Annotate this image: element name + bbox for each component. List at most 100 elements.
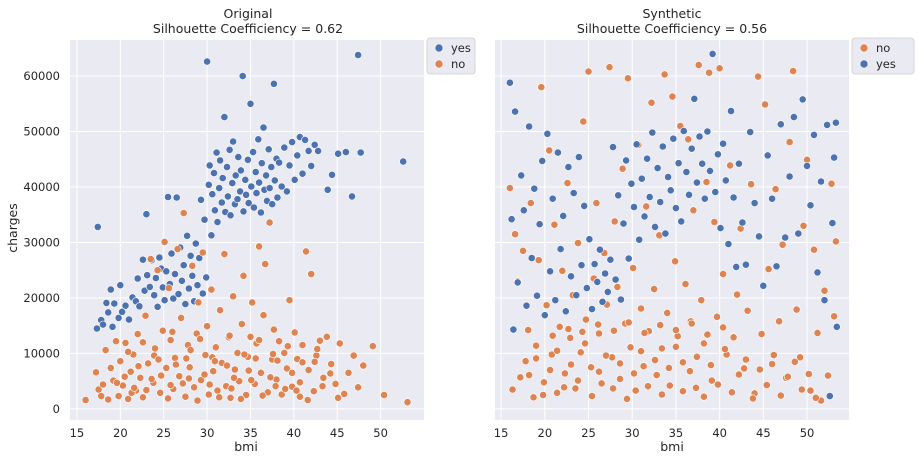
scatter-point-no (597, 379, 606, 388)
scatter-point-yes (527, 254, 536, 262)
scatter-point-yes (162, 267, 171, 276)
scatter-point-no (631, 386, 640, 395)
scatter-point-no (592, 199, 601, 207)
scatter-point-no (827, 179, 836, 188)
scatter-point-yes (188, 271, 197, 280)
scatter-point-no (156, 388, 165, 397)
scatter-point-no (532, 341, 540, 350)
scatter-point-yes (622, 156, 630, 165)
scatter-point-yes (143, 271, 152, 280)
legend-marker-yes (434, 43, 444, 53)
scatter-point-no (158, 326, 167, 335)
scatter-point-yes (609, 143, 617, 151)
scatter-point-yes (298, 169, 307, 178)
scatter-point-no (785, 138, 794, 146)
scatter-point-no (116, 357, 125, 366)
scatter-point-no (602, 351, 610, 360)
scatter-point-yes (703, 127, 712, 136)
scatter-point-no (147, 374, 156, 383)
scatter-point-no (525, 371, 533, 379)
scatter-point-yes (264, 145, 273, 154)
scatter-point-no (153, 266, 162, 275)
scatter-point-yes (806, 201, 815, 210)
scatter-point-yes (548, 194, 557, 203)
legend: no yes (851, 37, 915, 75)
scatter-point-no (315, 336, 324, 345)
scatter-point-no (542, 301, 551, 310)
scatter-point-yes (640, 212, 649, 221)
scatter-point-no (256, 368, 265, 377)
scatter-point-no (292, 386, 301, 395)
scatter-point-no (721, 345, 729, 353)
scatter-point-no (697, 296, 706, 305)
scatter-point-yes (648, 128, 657, 137)
scatter-point-no (813, 328, 822, 337)
scatter-point-no (545, 146, 554, 155)
scatter-point-yes (794, 229, 803, 238)
scatter-point-yes (244, 199, 253, 207)
scatter-point-yes (798, 95, 807, 104)
x-axis-label-original: bmi (234, 439, 258, 454)
scatter-point-yes (140, 286, 149, 295)
x-tick-label: 40 (712, 426, 727, 440)
scatter-point-yes (207, 231, 216, 240)
scatter-point-yes (106, 285, 115, 294)
scatter-point-no (703, 330, 712, 339)
scatter-point-no (771, 185, 780, 194)
scatter-point-no (811, 393, 820, 402)
scatter-point-yes (160, 296, 169, 305)
scatter-point-no (233, 348, 242, 357)
scatter-point-no (220, 250, 229, 258)
scatter-point-yes (267, 163, 276, 171)
scatter-point-yes (151, 274, 160, 282)
scatter-point-no (547, 350, 556, 359)
scatter-point-yes (171, 270, 179, 278)
scatter-point-yes (830, 153, 838, 162)
scatter-point-yes (679, 127, 688, 135)
scatter-point-no (201, 351, 210, 359)
scatter-point-no (266, 373, 275, 382)
scatter-point-no (334, 393, 342, 402)
scatter-point-yes (763, 151, 772, 160)
chart-title-original: Original (224, 6, 273, 21)
scatter-point-no (681, 280, 690, 288)
scatter-point-no (715, 64, 724, 73)
scatter-point-no (203, 322, 211, 331)
scatter-point-no (630, 369, 638, 378)
y-tick-label: 60000 (23, 69, 60, 83)
scatter-point-yes (729, 193, 738, 202)
scatter-point-no (124, 394, 133, 403)
scatter-point-no (242, 391, 250, 399)
scatter-point-no (578, 327, 587, 336)
scatter-point-yes (813, 268, 822, 277)
scatter-point-no (566, 333, 575, 342)
scatter-point-no (624, 74, 632, 83)
scatter-point-no (810, 245, 818, 254)
scatter-point-yes (198, 289, 207, 298)
scatter-point-no (595, 367, 603, 376)
chart-subtitle-original: Silhouette Coefficiency = 0.62 (153, 21, 343, 36)
scatter-point-no (269, 350, 277, 358)
scatter-point-no (171, 353, 179, 362)
scatter-point-yes (169, 294, 178, 303)
scatter-point-no (558, 266, 567, 275)
scatter-point-no (319, 373, 328, 382)
scatter-point-no (626, 343, 635, 352)
scatter-point-no (660, 70, 669, 79)
scatter-point-no (244, 366, 253, 375)
scatter-point-yes (269, 79, 278, 88)
scatter-point-no (539, 391, 547, 399)
scatter-point-yes (217, 198, 226, 207)
scatter-point-no (99, 380, 107, 389)
scatter-point-no (686, 367, 694, 376)
scatter-point-yes (569, 189, 578, 197)
scatter-point-yes (259, 123, 268, 132)
scatter-point-no (154, 355, 163, 364)
scatter-point-no (237, 320, 246, 328)
scatter-point-yes (543, 129, 552, 138)
scatter-point-yes (172, 193, 181, 202)
scatter-point-no (609, 384, 617, 393)
x-tick-label: 35 (669, 426, 684, 440)
scatter-point-no (185, 363, 194, 372)
scatter-point-yes (559, 211, 568, 220)
